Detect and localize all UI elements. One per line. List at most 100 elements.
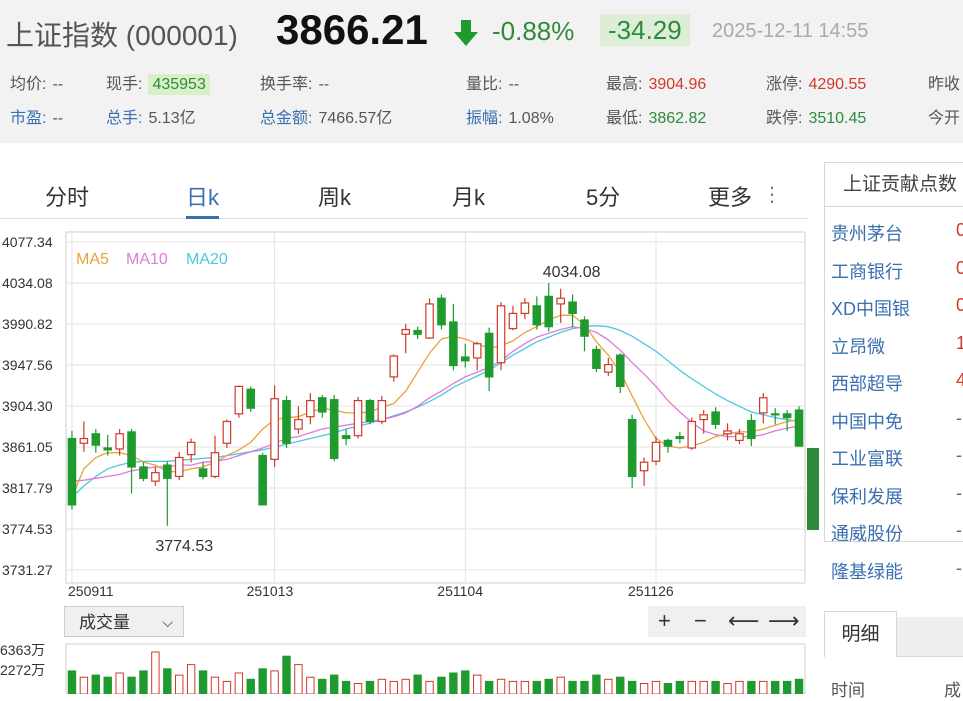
candle-body xyxy=(246,388,256,409)
quote-stat-label: 今开 xyxy=(928,110,961,127)
candle-body xyxy=(651,441,661,462)
chevron-down-icon: ⌵ xyxy=(162,614,173,630)
contribution-stock-name[interactable]: 工业富联 xyxy=(831,449,903,469)
volume-bar xyxy=(246,678,255,694)
quote-stat-label: 振幅: xyxy=(466,110,503,127)
quote-stat-label: 昨收 xyxy=(928,76,961,93)
volume-bar xyxy=(473,674,482,694)
volume-chart xyxy=(65,643,806,694)
volume-bar xyxy=(675,680,685,694)
side-scrollbar[interactable] xyxy=(807,448,819,530)
quote-stat-label: 换手率: xyxy=(260,76,313,93)
volume-bar xyxy=(341,680,351,694)
candle-body xyxy=(520,302,530,315)
contribution-stock-name[interactable]: 贵州茅台 xyxy=(831,224,903,244)
contribution-value: - xyxy=(956,557,962,578)
contribution-stock-name[interactable]: 隆基绿能 xyxy=(831,561,903,582)
quote-stat-label: 最低: xyxy=(606,110,643,127)
detail-col-time: 时间 xyxy=(831,681,865,700)
candle-body xyxy=(270,398,279,460)
volume-bar xyxy=(222,680,232,694)
candle-body xyxy=(329,399,339,460)
contribution-stock-name[interactable]: 通威股份 xyxy=(831,524,903,544)
candle-body xyxy=(544,295,554,328)
volume-bar xyxy=(91,674,100,694)
volume-bar xyxy=(127,676,136,694)
contribution-value: - xyxy=(956,482,962,503)
contribution-stock-name[interactable]: 保利发展 xyxy=(831,486,903,507)
candle-body xyxy=(413,329,422,335)
y-tick-label: 3990.82 xyxy=(2,316,53,332)
contribution-stock-name[interactable]: 西部超导 xyxy=(831,374,903,394)
quote-stat-value: 3510.45 xyxy=(808,110,867,127)
candle-body xyxy=(294,418,303,430)
candle-body xyxy=(127,431,136,468)
candle-body xyxy=(735,433,744,442)
quote-stat: 总手: 5.13亿 xyxy=(106,104,196,128)
kline-chart[interactable]: 4077.34 4034.08 3990.82 3947.56 3904.30 3861.… xyxy=(0,225,808,605)
volume-bar xyxy=(604,678,613,694)
candle-body xyxy=(258,454,267,506)
candle-body xyxy=(723,430,732,435)
contribution-stock-name[interactable]: 工商银行 xyxy=(831,261,903,282)
volume-bar xyxy=(663,683,673,694)
volume-bar xyxy=(592,674,601,694)
zoom-out-icon[interactable]: − xyxy=(694,608,707,633)
quote-stat-value: 1.08% xyxy=(508,110,554,127)
quote-stat-value: 7466.57亿 xyxy=(318,110,393,127)
contribution-stock-name[interactable]: XD中国银 xyxy=(831,299,911,319)
candle-body xyxy=(556,297,565,305)
legend-entry: MA20 xyxy=(186,251,228,268)
volume-bar xyxy=(270,670,279,694)
zoom-in-icon[interactable]: + xyxy=(658,608,671,633)
candle-body xyxy=(687,420,697,449)
contribution-stock-name[interactable]: 中国中免 xyxy=(831,411,903,432)
tab-weekly-k[interactable]: 周k xyxy=(318,185,352,210)
pan-left-icon[interactable]: ⟵ xyxy=(728,608,760,633)
more-dots-icon[interactable]: ⋮ xyxy=(762,184,782,206)
candle-body xyxy=(163,464,172,479)
tab-more[interactable]: 更多 xyxy=(708,185,753,210)
quote-stat: 均价: -- xyxy=(10,70,63,94)
contribution-value: - xyxy=(956,407,962,428)
volume-bar xyxy=(377,678,387,694)
volume-bar xyxy=(115,672,124,694)
candle-body xyxy=(484,332,494,378)
volume-bar xyxy=(544,678,553,694)
candle-body xyxy=(282,400,291,444)
tab-5min[interactable]: 5分 xyxy=(586,185,621,210)
volume-bar xyxy=(782,680,792,694)
quote-stat-value: 435953 xyxy=(148,74,210,95)
volume-bar xyxy=(79,676,89,694)
contribution-stock-name[interactable]: 立昂微 xyxy=(831,336,885,357)
candle-body xyxy=(377,400,387,423)
quote-stat-label: 量比: xyxy=(466,76,503,93)
candle-body xyxy=(747,419,756,440)
y-tick-label: 3731.27 xyxy=(2,562,53,578)
y-tick-label: 3861.05 xyxy=(2,439,53,455)
price-annotation: 4034.08 xyxy=(543,264,601,281)
volume-indicator-select[interactable]: 成交量 ⌵ xyxy=(64,606,184,637)
tab-monthly-k[interactable]: 月k xyxy=(452,185,486,210)
contribution-value: 0 xyxy=(956,257,963,278)
candle-body xyxy=(139,466,148,479)
quote-stat-label: 总金额: xyxy=(260,110,313,127)
volume-bar xyxy=(365,680,375,694)
volume-bar xyxy=(484,680,494,694)
volume-bar xyxy=(580,680,589,694)
quote-stat-value: -- xyxy=(52,110,64,127)
volume-bar xyxy=(556,676,565,694)
volume-label-top: 6363万 xyxy=(0,642,46,658)
volume-bar xyxy=(437,676,446,694)
quote-header xyxy=(0,0,963,143)
volume-bar xyxy=(186,664,196,694)
pan-right-icon[interactable]: ⟶ xyxy=(768,608,800,633)
legend-entry: MA10 xyxy=(126,251,168,268)
chart-period-tabs: 分时 日k 周k 月k 5分 更多 xyxy=(0,170,808,219)
tab-detail[interactable]: 明细 xyxy=(824,611,897,657)
volume-label-mid: 2272万 xyxy=(0,662,46,678)
volume-bar xyxy=(759,680,768,694)
candle-body xyxy=(67,437,77,506)
tab-intraday[interactable]: 分时 xyxy=(45,185,90,210)
tab-daily-k[interactable]: 日k xyxy=(186,180,220,219)
